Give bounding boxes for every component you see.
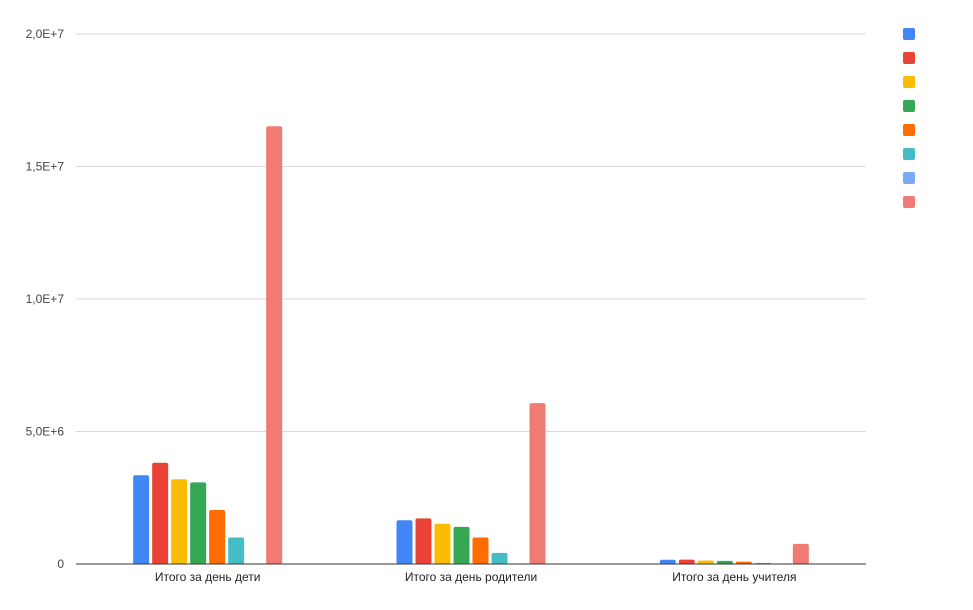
gridlines [76, 33, 866, 432]
y-tick-label: 1,0E+7 [26, 292, 65, 306]
legend [903, 28, 915, 208]
bar-series-3-cat-2 [434, 523, 451, 564]
bar-series-1-cat-2 [396, 520, 413, 564]
x-tick-label: Итого за день родители [405, 570, 537, 584]
bar-series-3-cat-1 [171, 479, 188, 564]
bar-series-5-cat-2 [472, 537, 489, 564]
legend-swatch-3 [903, 76, 915, 88]
bar-series-1-cat-1 [133, 475, 150, 564]
y-tick-label: 0 [57, 557, 64, 571]
axes: 0 5,0E+6 1,0E+7 1,5E+7 2,0E+7 Итого за день д… [26, 27, 866, 584]
legend-swatch-6 [903, 148, 915, 160]
bar-series-6-cat-1 [228, 537, 245, 564]
bar-series-2-cat-1 [152, 462, 169, 564]
x-tick-label: Итого за день дети [155, 570, 261, 584]
legend-swatch-1 [903, 28, 915, 40]
bar-series-4-cat-1 [190, 482, 207, 564]
y-tick-label: 5,0E+6 [26, 425, 65, 439]
bar-series-2-cat-2 [415, 518, 432, 564]
bar-series-1-cat-3 [659, 559, 676, 564]
legend-swatch-7 [903, 172, 915, 184]
bar-series-3-cat-3 [697, 560, 714, 564]
bar-series-8-cat-1 [266, 126, 283, 564]
x-tick-label: Итого за день учителя [672, 570, 796, 584]
bar-series-4-cat-2 [453, 526, 470, 564]
bar-series-2-cat-3 [678, 559, 695, 564]
legend-swatch-5 [903, 124, 915, 136]
bar-series-6-cat-2 [491, 552, 508, 564]
bar-series-8-cat-2 [529, 403, 546, 564]
bar-series-4-cat-3 [716, 560, 733, 564]
bar-series-8-cat-3 [792, 543, 809, 564]
bar-series-5-cat-1 [209, 509, 226, 564]
y-tick-label: 2,0E+7 [26, 27, 65, 41]
bars [133, 126, 809, 564]
legend-swatch-8 [903, 196, 915, 208]
bar-series-5-cat-3 [735, 561, 752, 564]
legend-swatch-4 [903, 100, 915, 112]
y-tick-label: 1,5E+7 [26, 160, 65, 174]
legend-swatch-2 [903, 52, 915, 64]
